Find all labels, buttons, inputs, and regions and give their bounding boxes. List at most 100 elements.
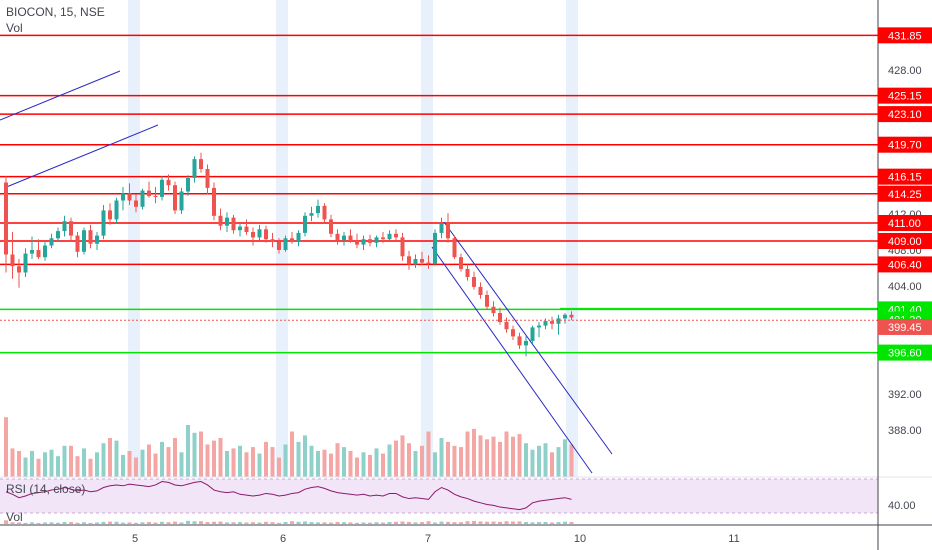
candle-body [264, 229, 268, 240]
channel-lower-line[interactable] [431, 246, 593, 474]
candle-body [426, 262, 431, 264]
rsi-volume-bar [511, 521, 515, 524]
rsi-volume-bar [394, 521, 398, 524]
candle-body [511, 329, 515, 337]
volume-bar [127, 451, 132, 477]
volume-bar [303, 435, 307, 477]
candle-body [10, 254, 15, 267]
rsi-volume-bar [329, 522, 333, 524]
rsi-volume-bar [30, 522, 34, 524]
channel-upper-line[interactable] [443, 221, 613, 455]
volume-bar [134, 457, 138, 477]
trendline-upper-left[interactable] [0, 70, 121, 121]
candle-body [329, 219, 333, 234]
rsi-volume-bar [43, 522, 47, 524]
rsi-volume-bar [23, 522, 28, 524]
level-label: 409.00 [888, 236, 922, 248]
volume-bar [459, 447, 463, 477]
candle-body [199, 159, 203, 169]
rsi-volume-bar [238, 522, 242, 524]
candle-body [82, 230, 86, 252]
level-label: 406.40 [888, 259, 922, 271]
rsi-volume-bar [400, 521, 405, 524]
session-bands [128, 0, 578, 477]
rsi-volume-bar [192, 521, 197, 524]
volume-bar [283, 444, 288, 477]
level-label-box [878, 87, 932, 104]
time-axis[interactable]: 5 6 7 10 11 [132, 533, 740, 545]
rsi-volume-bar [563, 521, 567, 524]
rsi-level-label: 40.00 [888, 500, 916, 512]
volume-bar [439, 438, 444, 477]
session-band [128, 0, 140, 477]
horizontal-levels[interactable] [0, 34, 878, 354]
volume-bar [56, 456, 60, 477]
candle-body [361, 239, 366, 245]
volume-bar [69, 445, 73, 477]
rsi-title: RSI (14, close) [6, 482, 86, 496]
rsi-volume-bar [140, 522, 145, 524]
trendline-lower-left[interactable] [3, 124, 159, 189]
level-label-box [878, 27, 932, 44]
rsi-volume-bar [101, 521, 106, 524]
level-label: 411.00 [888, 218, 921, 230]
rsi-volume-bar [420, 522, 424, 524]
rsi-volume-bar [277, 522, 281, 524]
candle-body [43, 245, 47, 258]
candle-body [88, 230, 93, 244]
level-label-box [878, 106, 932, 123]
rsi-volume-bar [114, 521, 119, 524]
time-tick-label: 5 [132, 533, 138, 545]
rsi-volume-bar [348, 522, 353, 524]
session-band [421, 0, 433, 477]
volume-bar [199, 431, 203, 477]
candle-body [452, 238, 457, 258]
candle-body [290, 238, 294, 241]
rsi-volume-bar [452, 522, 457, 524]
rsi-volume-bar [212, 521, 216, 524]
candle-body [491, 306, 496, 313]
rsi-volume-bar [342, 522, 346, 524]
candle-body [114, 200, 119, 220]
candle-body [459, 257, 463, 269]
rsi-volume-bar [569, 522, 574, 524]
rsi-volume-bar [95, 522, 99, 524]
rsi-volume-bar [361, 522, 366, 524]
level-label: 416.15 [888, 172, 922, 184]
volume-bar [524, 443, 528, 477]
rsi-volume-bar [134, 522, 138, 524]
candle-body [251, 232, 255, 238]
trend-lines[interactable] [0, 70, 613, 474]
volume-bar [277, 457, 281, 477]
volume-bar [394, 440, 398, 477]
rsi-volume-bar [257, 522, 262, 524]
rsi-volume-bar [56, 522, 60, 524]
session-band [566, 0, 578, 477]
rsi-volume-bar [322, 522, 327, 524]
volume-bar [381, 453, 385, 477]
rsi-volume-bar [231, 522, 236, 524]
price-level-labels: 431.85 425.15 423.10 419.70 416.15 414.25 411.… [878, 27, 932, 361]
volume-bar [225, 451, 229, 477]
candle-body [225, 217, 229, 226]
volume-bar [49, 449, 54, 477]
volume-bar [374, 448, 379, 477]
candle-body [322, 205, 327, 220]
rsi-volume-bar [374, 522, 379, 524]
rsi-volume-bar [543, 521, 548, 524]
volume-bar [88, 458, 93, 477]
volume-bar [537, 445, 541, 477]
volume-bar [218, 438, 223, 477]
rsi-volume-bar [75, 522, 80, 524]
volume-bar [511, 436, 515, 477]
volume-bar [43, 452, 47, 477]
rsi-volume-bar [446, 521, 450, 524]
rsi-volume-bar [88, 522, 93, 524]
volume-bar [244, 452, 249, 477]
candle-body [504, 322, 509, 330]
candle-body [160, 179, 164, 197]
rsi-volume-bar [82, 522, 86, 524]
candle-body [62, 221, 67, 232]
volume-bar [504, 431, 509, 477]
